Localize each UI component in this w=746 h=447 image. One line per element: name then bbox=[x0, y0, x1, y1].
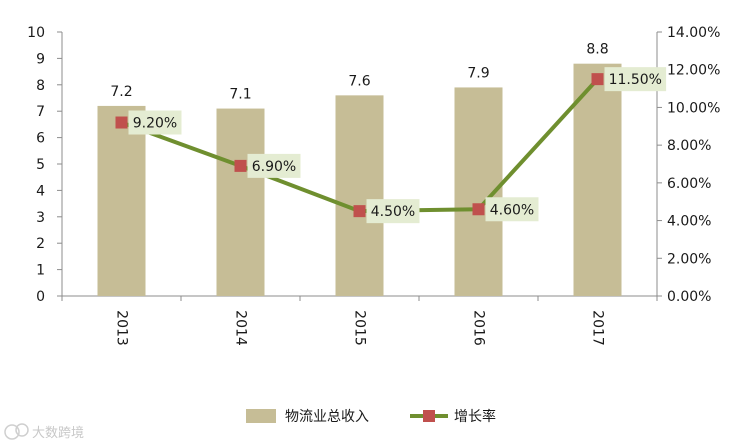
line-marker bbox=[353, 205, 366, 218]
rate-value-label: 6.90% bbox=[252, 159, 296, 175]
bar-value-label: 7.6 bbox=[348, 73, 370, 89]
y-left-tick-label: 4 bbox=[36, 183, 45, 199]
rate-value-label: 11.50% bbox=[609, 72, 662, 88]
legend-swatch-marker bbox=[423, 410, 435, 422]
line-series: 9.20% 6.90% 4.50% 4.60% 11.50% bbox=[115, 67, 667, 224]
y-right-tick-label: 14.00% bbox=[667, 25, 720, 41]
y-left-tick-label: 3 bbox=[36, 210, 45, 226]
rate-value-label: 9.20% bbox=[133, 116, 177, 132]
axes: 0 1 2 3 4 5 6 7 8 9 10 0.00% 2.00% 4.00% 6.00% 8.00% 10.… bbox=[27, 25, 720, 346]
y-left-tick-label: 2 bbox=[36, 236, 45, 252]
bar bbox=[335, 95, 384, 296]
bar-value-label: 7.1 bbox=[229, 87, 251, 103]
rate-label-background bbox=[128, 110, 182, 135]
x-tick-label: 2015 bbox=[352, 310, 368, 346]
bar bbox=[573, 63, 622, 297]
bar-value-label: 7.2 bbox=[110, 84, 132, 100]
legend-label-bar: 物流业总收入 bbox=[285, 409, 369, 425]
watermark-logo-ring bbox=[15, 423, 29, 437]
bar-value-label: 7.9 bbox=[467, 65, 489, 81]
rate-label-background bbox=[485, 197, 539, 222]
legend-swatch-bar bbox=[246, 409, 276, 423]
watermark-logo-ring bbox=[4, 424, 20, 440]
y-right-tick-label: 12.00% bbox=[667, 63, 720, 79]
y-right-tick-label: 10.00% bbox=[667, 100, 720, 116]
x-tick-label: 2013 bbox=[114, 310, 130, 346]
y-left-tick-label: 0 bbox=[36, 289, 45, 305]
y-left-tick-label: 6 bbox=[36, 131, 45, 147]
line-marker bbox=[472, 203, 485, 216]
x-tick-label: 2014 bbox=[233, 310, 249, 346]
legend-label-line: 增长率 bbox=[454, 408, 496, 425]
line-marker bbox=[115, 116, 128, 129]
line-marker bbox=[234, 159, 247, 172]
bar-series: 7.2 7.1 7.6 7.9 8.8 bbox=[97, 42, 622, 297]
rate-label-background bbox=[247, 153, 301, 178]
y-left-tick-label: 10 bbox=[27, 25, 45, 41]
bar bbox=[216, 108, 265, 296]
cloud-logo-icon bbox=[4, 423, 29, 440]
y-left-tick-label: 7 bbox=[36, 104, 45, 120]
y-right-tick-label: 6.00% bbox=[667, 176, 711, 192]
y-right-tick-label: 0.00% bbox=[667, 289, 711, 305]
watermark-text: 大数跨境 bbox=[32, 426, 84, 441]
rate-label-background bbox=[604, 67, 667, 92]
y-left-tick-label: 9 bbox=[36, 51, 45, 67]
x-tick-label: 2017 bbox=[590, 310, 606, 346]
rate-label-background bbox=[366, 199, 420, 224]
line-marker bbox=[591, 73, 604, 86]
y-left-tick-label: 1 bbox=[36, 263, 45, 279]
watermark: 大数跨境 bbox=[4, 423, 84, 441]
rate-value-label: 4.60% bbox=[490, 202, 534, 218]
y-right-tick-label: 4.00% bbox=[667, 214, 711, 230]
y-right-tick-label: 2.00% bbox=[667, 251, 711, 267]
bar-value-label: 8.8 bbox=[586, 42, 608, 58]
y-left-tick-label: 8 bbox=[36, 78, 45, 94]
bar bbox=[97, 105, 146, 296]
legend: 物流业总收入 增长率 bbox=[246, 408, 496, 425]
y-right-tick-label: 8.00% bbox=[667, 138, 711, 154]
y-left-tick-label: 5 bbox=[36, 157, 45, 173]
rate-value-label: 4.50% bbox=[371, 204, 415, 220]
x-tick-label: 2016 bbox=[471, 310, 487, 346]
